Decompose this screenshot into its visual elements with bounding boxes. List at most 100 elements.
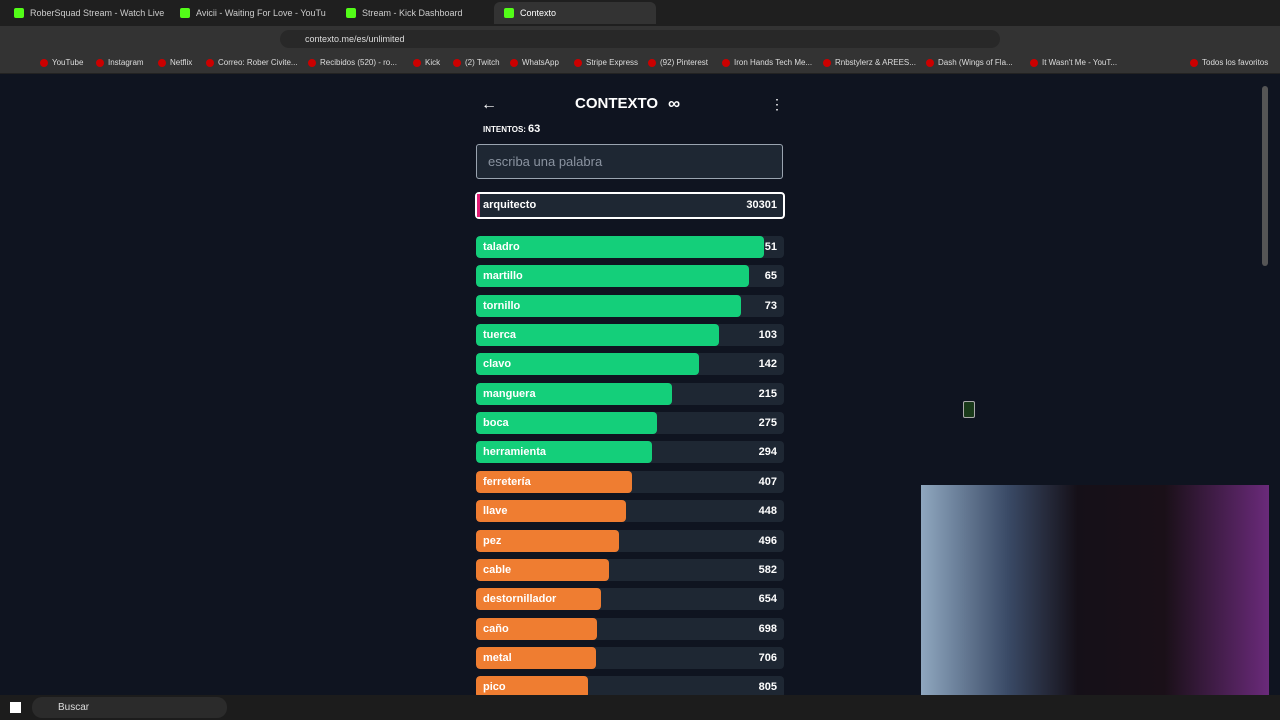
guess-rank: 215 (758, 387, 777, 400)
tab-bar: RoberSquad Stream - Watch Live Avicii - W… (0, 0, 1280, 26)
guess-rank: 706 (758, 651, 777, 664)
guess-rank: 73 (764, 299, 777, 312)
guess-rank: 142 (758, 358, 777, 371)
guess-rank: 30301 (746, 199, 777, 211)
taskbar: Buscar (0, 695, 1280, 720)
tab[interactable]: RoberSquad Stream - Watch Live (4, 2, 164, 24)
guess-row: tuerca 103 (476, 324, 784, 347)
bookmark[interactable]: YouTube (40, 52, 83, 74)
rank-bar (476, 646, 597, 669)
bookmark[interactable]: Dash (Wings of Fla... (926, 52, 1013, 74)
tab[interactable]: Avicii - Waiting For Love - YouTu (170, 2, 330, 24)
rank-bar (476, 500, 626, 523)
guess-rank: 65 (764, 270, 777, 283)
guess-row: martillo 65 (476, 265, 784, 288)
guess-word: taladro (483, 241, 520, 253)
guess-word: manguera (483, 387, 536, 400)
guess-rank: 654 (758, 593, 777, 606)
guess-rank: 496 (758, 534, 777, 547)
word-input[interactable]: escriba una palabra (476, 144, 783, 179)
guess-rank: 448 (758, 505, 777, 518)
rank-bar (476, 412, 657, 435)
rank-bar (476, 441, 653, 464)
guess-word: ferretería (483, 475, 531, 488)
back-arrow[interactable]: ← (481, 96, 497, 113)
guess-row: pez 496 (476, 529, 784, 552)
tab[interactable]: Contexto (494, 2, 656, 24)
scrollbar[interactable] (1262, 86, 1268, 266)
guess-word: tuerca (483, 329, 517, 342)
guess-row: ferretería 407 (476, 470, 784, 493)
guess-word: boca (483, 417, 509, 430)
guess-word: destornillador (483, 593, 557, 606)
guess-word: clavo (483, 358, 512, 371)
tab[interactable]: Stream - Kick Dashboard (336, 2, 496, 24)
guess-rank: 407 (758, 475, 777, 488)
webcam-overlay (921, 485, 1269, 710)
guess-word: metal (483, 651, 512, 664)
guess-rank: 582 (758, 563, 777, 576)
rank-bar (476, 382, 673, 405)
rank-bar (476, 676, 589, 695)
guess-word: pico (483, 681, 506, 694)
bookmark[interactable]: Instagram (96, 52, 144, 74)
infinity-icon: ∞ (668, 94, 681, 113)
bookmark[interactable]: Stripe Express (574, 52, 638, 74)
all-bookmarks[interactable]: Todos los favoritos (1190, 52, 1268, 74)
guess-row: herramienta 294 (476, 441, 784, 464)
bookmark[interactable]: Rnbstylerz & AREES... (823, 52, 916, 74)
search-box[interactable]: Buscar (32, 697, 227, 718)
bookmark[interactable]: Recibidos (520) - ro... (308, 52, 397, 74)
url[interactable]: contexto.me/es/unlimited (280, 30, 1000, 48)
guess-word: caño (483, 622, 509, 635)
guess-word: tornillo (483, 299, 521, 312)
bookmark[interactable]: Iron Hands Tech Me... (722, 52, 812, 74)
rank-bar (476, 558, 609, 581)
guess-rank: 103 (758, 329, 777, 342)
guess-rank: 698 (758, 622, 777, 635)
rank-bar (476, 236, 765, 258)
guess-word: cable (483, 563, 512, 576)
rank-bar (476, 265, 749, 288)
guess-word: llave (483, 505, 508, 518)
title: CONTEXTO (575, 95, 659, 112)
bookmark[interactable]: (2) Twitch (453, 52, 500, 74)
guess-rank: 51 (764, 241, 777, 253)
rank-bar (476, 470, 632, 493)
bookmark[interactable]: It Wasn't Me - YouT... (1030, 52, 1117, 74)
guess-word: herramienta (483, 446, 546, 459)
address-bar: contexto.me/es/unlimited (0, 26, 1280, 52)
bookmark[interactable]: Correo: Rober Civite... (206, 52, 298, 74)
bookmark[interactable]: (92) Pinterest (648, 52, 708, 74)
attempts: 63 (528, 123, 541, 135)
guess-row: cable 582 (476, 558, 784, 581)
guess-row: pico 805 (476, 676, 784, 695)
guess-row: caño 698 (476, 617, 784, 640)
rank-bar (476, 529, 620, 552)
rank-bar (476, 617, 598, 640)
guess-row: taladro 51 (476, 236, 784, 258)
guess-row: llave 448 (476, 500, 784, 523)
current-guess: arquitecto 30301 (475, 192, 785, 219)
page: ← CONTEXTO ∞ ⋮ INTENTOS: 63 escriba una … (0, 74, 1280, 695)
rank-bar (476, 588, 602, 611)
bookmark[interactable]: WhatsApp (510, 52, 559, 74)
guess-row: tornillo 73 (476, 294, 784, 317)
guess-rank: 294 (758, 446, 777, 459)
bookmark[interactable]: Kick (413, 52, 440, 74)
guess-rank: 805 (758, 681, 777, 694)
kick-icon (963, 401, 975, 418)
guess-row: destornillador 654 (476, 588, 784, 611)
menu[interactable]: ⋮ (770, 96, 784, 112)
start-button[interactable] (10, 702, 21, 713)
bookmarks-bar: Todos los favoritos YouTube Instagram Netf… (0, 52, 1280, 74)
guess-word: arquitecto (483, 199, 537, 211)
guess-row: manguera 215 (476, 382, 784, 405)
rank-bar (476, 294, 742, 317)
rank-bar (476, 324, 720, 347)
guess-row: metal 706 (476, 646, 784, 669)
guess-word: martillo (483, 270, 523, 283)
guess-word: pez (483, 534, 502, 547)
bookmark[interactable]: Netflix (158, 52, 192, 74)
